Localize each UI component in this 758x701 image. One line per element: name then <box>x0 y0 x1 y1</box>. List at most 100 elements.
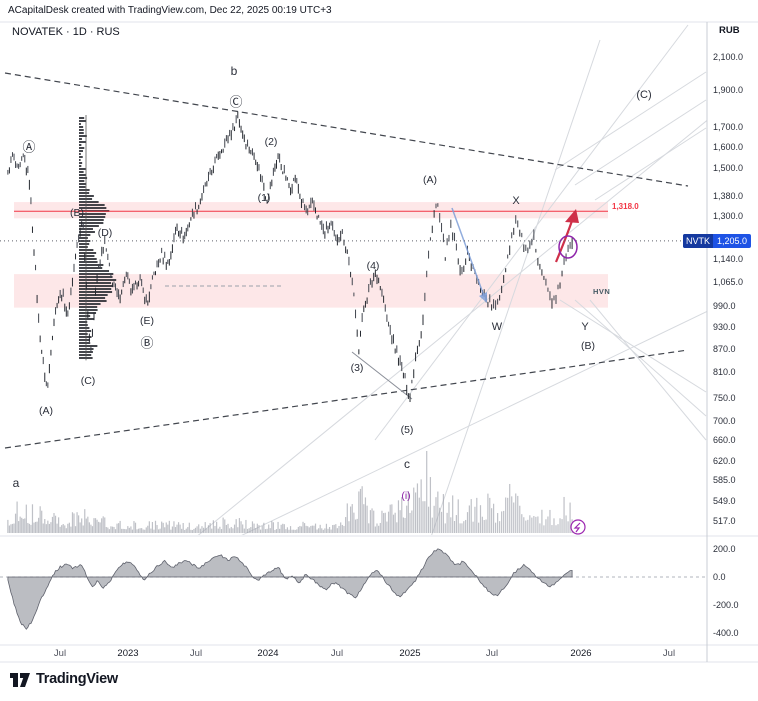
volume-bar <box>39 506 41 533</box>
highlight-circle[interactable] <box>558 235 578 259</box>
volume-bar <box>503 510 505 533</box>
volume-bar <box>220 529 223 533</box>
wave-label[interactable]: (D) <box>97 227 113 239</box>
wave-label[interactable]: X <box>512 195 520 207</box>
volume-bar <box>251 521 254 533</box>
price-tick-label: 1,600.0 <box>713 142 744 153</box>
volume-bar <box>11 523 14 533</box>
wave-label[interactable]: Ⓑ <box>140 335 154 351</box>
volume-bar <box>165 522 167 533</box>
projection-line <box>574 299 707 417</box>
volume-bar <box>431 517 433 533</box>
volume-bar <box>358 491 360 533</box>
wave-label[interactable]: (C) <box>636 89 652 101</box>
volume-bar <box>101 518 103 533</box>
price-tick-label: 585.0 <box>713 475 736 486</box>
volume-bar <box>184 529 186 533</box>
volume-bar <box>10 524 12 533</box>
volume-bar <box>545 519 547 533</box>
volume-bar <box>381 510 383 533</box>
blue-arrow[interactable] <box>451 207 485 297</box>
wave-label[interactable]: (1) <box>257 192 271 204</box>
volume-bar <box>88 522 90 533</box>
volume-bar <box>161 521 163 533</box>
volume-bar <box>539 523 541 533</box>
wave-label[interactable]: Ⓐ <box>22 139 36 155</box>
volume-bar <box>168 520 170 533</box>
wave-label[interactable]: (C) <box>80 375 96 387</box>
volume-profile-bar <box>79 150 83 152</box>
volume-bar <box>245 519 247 533</box>
volume-bar <box>406 505 408 533</box>
volume-bar <box>427 506 430 533</box>
lightning-badge-circle[interactable] <box>570 519 586 535</box>
volume-bar <box>13 523 15 533</box>
volume-bar <box>261 525 263 533</box>
wave-label[interactable]: (2) <box>264 136 278 148</box>
volume-bar <box>30 524 32 533</box>
volume-bar <box>294 529 296 533</box>
volume-bar <box>507 497 509 533</box>
trendline-dashed[interactable] <box>4 72 689 187</box>
red-arrowhead-icon <box>565 209 579 223</box>
volume-bar <box>42 523 44 533</box>
wave-label[interactable]: Ⓒ <box>229 94 243 110</box>
wave-label[interactable]: (3) <box>350 362 364 374</box>
wave-label[interactable]: (A) <box>423 174 437 186</box>
volume-bar <box>321 528 323 533</box>
wave-label[interactable]: W <box>491 321 503 333</box>
wave-label[interactable]: c <box>404 457 410 471</box>
blue-arrowhead-icon <box>479 292 487 303</box>
volume-bar <box>121 528 123 533</box>
volume-profile-bar <box>79 255 95 257</box>
wave-label[interactable]: (B) <box>70 207 84 219</box>
volume-bar <box>383 513 385 533</box>
tradingview-attribution[interactable]: TradingView <box>10 671 118 687</box>
wave-label[interactable]: (E) <box>140 315 154 327</box>
wave-label[interactable]: (5) <box>400 424 414 436</box>
volume-profile-bar <box>79 171 84 173</box>
volume-bar <box>58 517 60 533</box>
volume-bar <box>353 512 355 533</box>
wave-label[interactable]: Y <box>581 321 589 333</box>
symbol-legend[interactable]: NOVATEK · 1D · RUS <box>12 26 120 38</box>
volume-bar <box>371 508 373 533</box>
volume-bar <box>87 516 89 533</box>
badge-symbol: NVTK <box>683 233 714 248</box>
volume-bar <box>102 516 104 533</box>
volume-profile-bar <box>79 207 107 209</box>
red-arrow[interactable] <box>554 217 575 263</box>
wave-label[interactable]: (i) <box>401 490 411 502</box>
volume-bar <box>468 505 470 533</box>
volume-bar <box>407 491 409 533</box>
time-tick-label: 2025 <box>399 648 421 659</box>
wave-label[interactable]: a <box>12 476 20 490</box>
wave-label[interactable]: (A) <box>39 405 53 417</box>
wave-label[interactable]: (4) <box>366 260 380 272</box>
volume-bar <box>212 520 214 533</box>
volume-bar <box>217 528 219 533</box>
volume-bar <box>452 495 454 533</box>
volume-bar <box>563 496 565 533</box>
wave-label[interactable]: b <box>230 64 238 78</box>
volume-profile-bar <box>79 252 97 254</box>
volume-bar <box>483 520 485 533</box>
volume-bar <box>179 524 181 533</box>
wave-label[interactable]: (B) <box>581 340 595 352</box>
volume-bar <box>224 519 226 533</box>
volume-profile-bar <box>79 261 98 263</box>
volume-bar <box>68 522 70 533</box>
volume-bar <box>130 526 132 533</box>
volume-bar <box>521 514 523 533</box>
volume-bar <box>324 528 326 533</box>
trendline-dashed[interactable] <box>4 349 689 449</box>
volume-profile-bar <box>79 213 106 215</box>
price-tick-label: 1,300.0 <box>713 210 744 221</box>
volume-bar <box>511 496 513 533</box>
volume-bar <box>16 501 18 533</box>
volume-profile-bar <box>79 156 83 158</box>
volume-bar <box>33 522 35 533</box>
volume-bar <box>378 525 380 533</box>
volume-profile-bar <box>79 123 81 125</box>
